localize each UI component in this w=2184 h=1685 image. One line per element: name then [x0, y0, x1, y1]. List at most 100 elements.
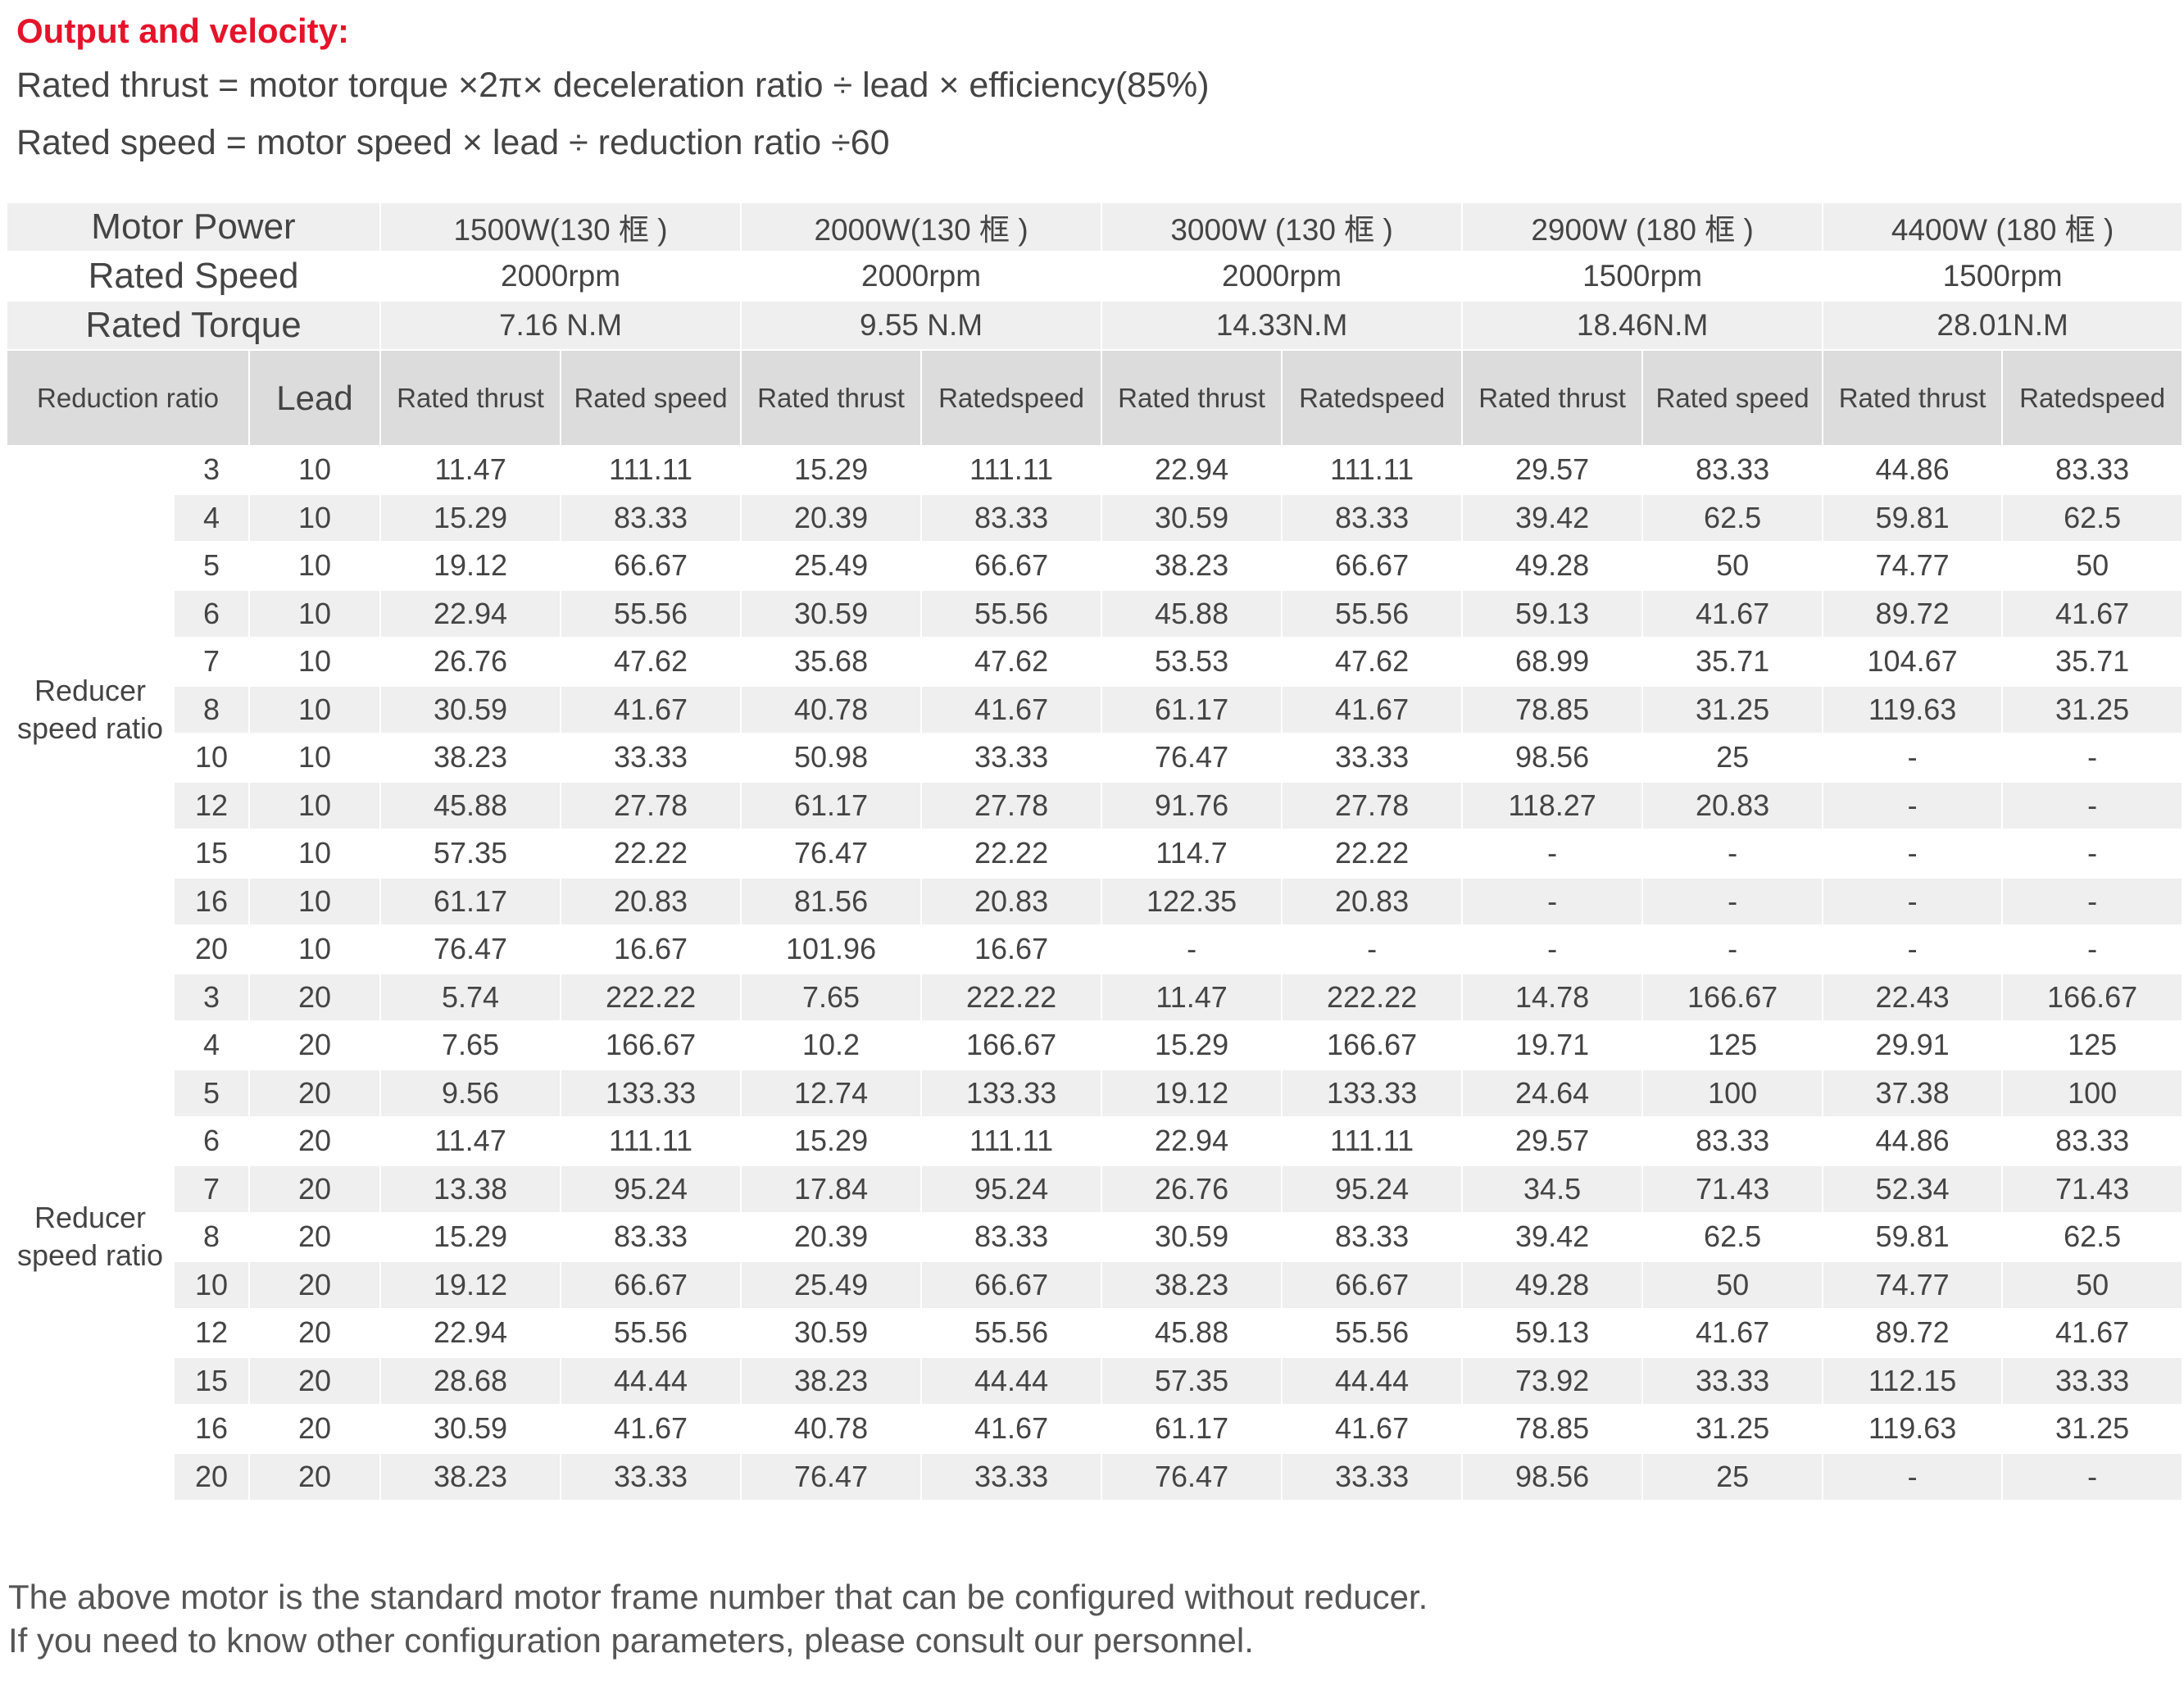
rated-thrust-cell: 15.29: [379, 1212, 562, 1262]
rated-thrust-cell: 89.72: [1822, 1308, 2004, 1358]
rated-speed-cell: 62.5: [2001, 493, 2184, 543]
lead-cell: 20: [247, 1308, 382, 1358]
ratio-cell: 16: [173, 876, 250, 926]
column-header-rated-speed: Ratedspeed: [920, 349, 1103, 447]
rated-thrust-cell: 57.35: [1101, 1356, 1283, 1406]
rated-thrust-cell: 37.38: [1822, 1068, 2004, 1118]
rated-thrust-cell: 7.65: [740, 972, 923, 1022]
ratio-cell: 15: [173, 829, 250, 879]
rated-speed-cell: 55.56: [560, 1308, 742, 1358]
motor-torque-cell: 7.16 N.M: [379, 300, 742, 351]
rated-thrust-cell: 38.23: [1101, 541, 1283, 591]
motor-power-cell: 3000W (130 框 ): [1101, 202, 1464, 252]
rated-thrust-cell: 12.74: [740, 1068, 923, 1118]
rated-speed-cell: 25: [1641, 733, 1824, 783]
table-row: 12 10 45.88 27.78 61.17 27.78 91.76 27.78 118.27…: [7, 780, 2184, 830]
ratio-cell: 8: [173, 1212, 250, 1262]
motor-power-cell: 2000W(130 框 ): [740, 202, 1103, 252]
rated-thrust-cell: 20.39: [740, 493, 923, 543]
table-row: 7 20 13.38 95.24 17.84 95.24 26.76 95.24 34.5 71.…: [7, 1164, 2184, 1214]
column-header-rated-speed: Rated speed: [1641, 349, 1824, 447]
rated-speed-cell: 27.78: [1281, 780, 1464, 830]
rated-speed-cell: 100: [2001, 1068, 2184, 1118]
rated-thrust-cell: 74.77: [1822, 541, 2004, 591]
rated-speed-cell: 111.11: [560, 445, 742, 495]
rated-speed-cell: 47.62: [560, 637, 742, 687]
thrust-formula: Rated thrust = motor torque ×2π× deceler…: [16, 66, 1210, 105]
column-header-row: Reduction ratio Lead Rated thrust Rated spe…: [6, 349, 2184, 447]
rated-speed-cell: 55.56: [920, 1308, 1103, 1358]
row-label: Rated Speed: [5, 251, 382, 302]
rated-thrust-cell: 52.34: [1822, 1164, 2004, 1214]
rated-speed-cell: 31.25: [1641, 684, 1824, 734]
rated-thrust-cell: 119.63: [1822, 684, 2004, 734]
ratio-cell: 4: [173, 1020, 250, 1070]
ratio-cell: 3: [173, 445, 250, 495]
rated-speed-cell: 62.5: [1641, 1212, 1824, 1262]
rated-thrust-cell: 45.88: [1101, 1308, 1283, 1358]
rated-speed-cell: 50: [1641, 1260, 1824, 1310]
lead-cell: 10: [247, 541, 382, 591]
ratio-cell: 3: [173, 972, 250, 1022]
rated-thrust-cell: 68.99: [1461, 637, 1644, 687]
rated-speed-cell: 41.67: [1281, 684, 1464, 734]
rated-speed-cell: 33.33: [2001, 1356, 2184, 1406]
rated-thrust-cell: 22.94: [379, 1308, 562, 1358]
rated-speed-cell: 62.5: [1641, 493, 1824, 543]
ratio-cell: 16: [173, 1404, 250, 1454]
ratio-cell: 5: [173, 541, 250, 591]
rated-speed-cell: 95.24: [560, 1164, 742, 1214]
motor-torque-cell: 18.46N.M: [1461, 300, 1824, 351]
rated-speed-cell: 66.67: [920, 1260, 1103, 1310]
rated-thrust-cell: 38.23: [740, 1356, 923, 1406]
group-label-reducer-speed-ratio: Reducer speed ratio: [6, 445, 175, 974]
rated-thrust-cell: 11.47: [379, 445, 562, 495]
rated-thrust-cell: 122.35: [1101, 876, 1283, 926]
rated-thrust-cell: 61.17: [740, 780, 923, 830]
rated-speed-cell: 83.33: [560, 1212, 742, 1262]
rated-speed-cell: -: [2001, 876, 2184, 926]
lead-cell: 10: [247, 924, 382, 974]
rated-speed-cell: 111.11: [560, 1116, 742, 1166]
rated-thrust-cell: 39.42: [1461, 493, 1644, 543]
table-row: 5 10 19.12 66.67 25.49 66.67 38.23 66.67 49.28 50…: [7, 541, 2184, 591]
lead-cell: 20: [247, 1020, 382, 1070]
column-header-rated-speed: Rated speed: [560, 349, 742, 447]
rated-thrust-cell: 78.85: [1461, 1404, 1644, 1454]
lead-cell: 20: [247, 1451, 382, 1501]
rated-thrust-cell: 22.43: [1822, 972, 2004, 1022]
table-row: 15 20 28.68 44.44 38.23 44.44 57.35 44.44 73.92 3…: [7, 1356, 2184, 1406]
rated-thrust-cell: 114.7: [1101, 829, 1283, 879]
rated-thrust-cell: 59.13: [1461, 588, 1644, 638]
rated-speed-cell: 31.25: [2001, 684, 2184, 734]
footer-note-2: If you need to know other configuration …: [8, 1621, 1254, 1660]
specs-table: Motor Power 1500W(130 框 ) 2000W(130 框 ) 300…: [5, 202, 2184, 1501]
ratio-cell: 4: [173, 493, 250, 543]
rated-speed-cell: 83.33: [1641, 1116, 1824, 1166]
rated-thrust-cell: 59.13: [1461, 1308, 1644, 1358]
rated-thrust-cell: 11.47: [1101, 972, 1283, 1022]
rated-thrust-cell: -: [1101, 924, 1283, 974]
rated-speed-cell: 83.33: [920, 493, 1103, 543]
rated-speed-cell: 166.67: [2001, 972, 2184, 1022]
rated-speed-cell: 33.33: [920, 1451, 1103, 1501]
table-row: 5 20 9.56 133.33 12.74 133.33 19.12 133.33 24.64…: [7, 1068, 2184, 1118]
rated-thrust-cell: 89.72: [1822, 588, 2004, 638]
rated-speed-cell: 22.22: [1281, 829, 1464, 879]
table-row: 10 20 19.12 66.67 25.49 66.67 38.23 66.67 49.28 5…: [7, 1260, 2184, 1310]
ratio-cell: 6: [173, 588, 250, 638]
rated-speed-cell: 166.67: [1641, 972, 1824, 1022]
rated-thrust-cell: 35.68: [740, 637, 923, 687]
rated-thrust-cell: 44.86: [1822, 1116, 2004, 1166]
rated-speed-cell: 66.67: [1281, 541, 1464, 591]
rated-thrust-cell: 22.94: [1101, 1116, 1283, 1166]
rated-speed-cell: 25: [1641, 1451, 1824, 1501]
rated-thrust-cell: 76.47: [1101, 1451, 1283, 1501]
rated-speed-cell: 83.33: [1641, 445, 1824, 495]
rated-thrust-cell: 98.56: [1461, 733, 1644, 783]
rated-speed-cell: 66.67: [560, 1260, 742, 1310]
rated-speed-cell: 44.44: [560, 1356, 742, 1406]
rated-thrust-cell: 19.71: [1461, 1020, 1644, 1070]
table-row: 8 20 15.29 83.33 20.39 83.33 30.59 83.33 39.42 62…: [7, 1212, 2184, 1262]
rated-thrust-cell: 9.56: [379, 1068, 562, 1118]
